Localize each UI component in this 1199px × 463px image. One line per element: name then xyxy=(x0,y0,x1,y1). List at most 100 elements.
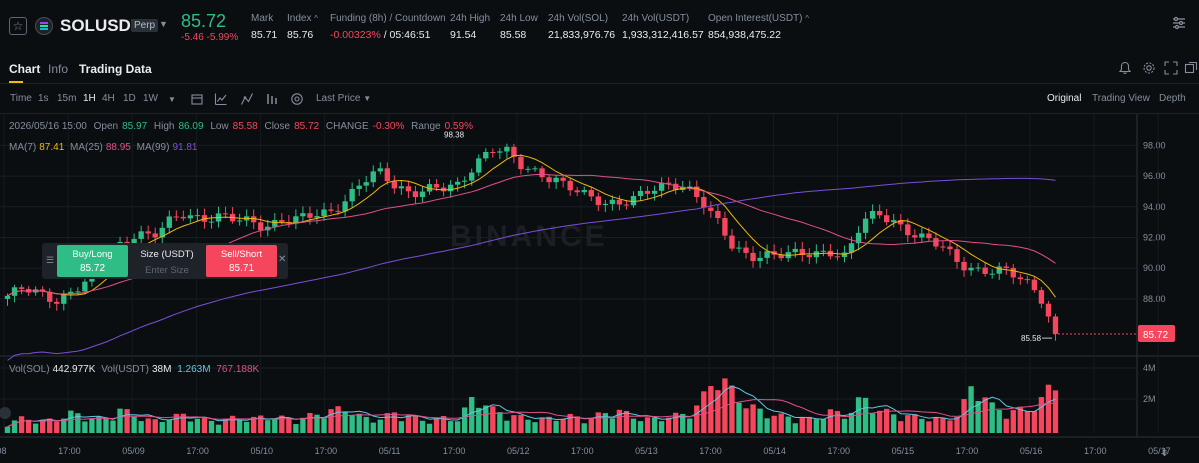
sell-short-button[interactable]: Sell/Short 85.71 xyxy=(206,245,277,277)
candle-body xyxy=(715,210,721,219)
volume-bar xyxy=(736,402,742,433)
time-tick-label: 17:00 xyxy=(956,446,979,456)
ohlc-low: 85.58 xyxy=(232,121,258,132)
candle-body xyxy=(975,267,981,269)
candle-body xyxy=(792,248,798,253)
tab-chart[interactable]: Chart xyxy=(9,62,41,76)
price-source-select[interactable]: Last Price ▼ xyxy=(316,93,371,104)
view-depth[interactable]: Depth xyxy=(1159,93,1186,104)
volume-bar xyxy=(25,419,32,433)
volume-bar xyxy=(504,420,510,433)
ma25-value: 88.95 xyxy=(105,142,131,153)
caret-up-icon: ^ xyxy=(805,14,810,23)
candle-body xyxy=(272,220,278,227)
close-icon[interactable]: ✕ xyxy=(278,254,287,265)
candle-body xyxy=(722,218,728,236)
symbol-name[interactable]: SOLUSDT xyxy=(60,16,142,35)
buy-long-button[interactable]: Buy/Long 85.72 xyxy=(57,245,128,277)
stat-label: Index xyxy=(287,13,312,24)
indicators-menu-icon[interactable] xyxy=(290,92,304,106)
volume-ma-short-line xyxy=(7,385,1056,428)
candle-body xyxy=(743,247,749,253)
volume-bar xyxy=(279,415,285,433)
volume-bar xyxy=(841,418,848,433)
volume-bar xyxy=(1024,411,1031,433)
stat-label: 24h Vol(SOL) xyxy=(548,13,609,24)
volume-bar xyxy=(616,409,623,433)
volume-bar xyxy=(792,423,798,433)
candle-body xyxy=(926,233,932,239)
volume-bar xyxy=(194,418,201,433)
candlestick-chart[interactable]: 98.00 96.00 94.00 92.00 90.00 88.00 4M 2M/08 17:… xyxy=(0,114,1199,463)
current-price-label: 85.72 xyxy=(1143,330,1168,341)
candle-body xyxy=(426,184,433,192)
price-tick-label: 94.00 xyxy=(1143,202,1166,212)
axis-scale-icon: ⇟ xyxy=(1160,446,1169,459)
indicator-line-icon[interactable] xyxy=(214,92,228,106)
candle-body xyxy=(630,196,637,206)
candle-body xyxy=(1031,279,1038,291)
stat-value: 91.54 xyxy=(450,29,477,41)
drawing-tools-icon[interactable] xyxy=(240,92,254,106)
volume-bar xyxy=(912,414,918,433)
interval-15m[interactable]: 15m xyxy=(57,93,77,104)
volume-bar xyxy=(4,426,11,433)
buy-label: Buy/Long xyxy=(72,249,113,260)
interval-4h[interactable]: 4H xyxy=(102,93,115,104)
volume-bar xyxy=(258,415,264,433)
candle-body xyxy=(1003,266,1009,268)
ohlc-change-label: CHANGE xyxy=(325,121,369,132)
interval-1d[interactable]: 1D xyxy=(123,93,136,104)
fullscreen-icon[interactable] xyxy=(1164,61,1178,75)
price-source-label: Last Price xyxy=(316,93,361,104)
alert-bell-icon[interactable] xyxy=(1118,61,1132,75)
interval-1h[interactable]: 1H xyxy=(83,93,96,104)
candle-body xyxy=(595,196,601,206)
view-trading-view[interactable]: Trading View xyxy=(1092,93,1150,104)
interval-1s[interactable]: 1s xyxy=(38,93,49,104)
quick-order-widget: ☰ Buy/Long 85.72 Size (USDT) Sell/Short … xyxy=(42,243,288,279)
symbol-dropdown-caret-icon[interactable]: ▼ xyxy=(159,19,168,29)
candle-body xyxy=(651,190,658,194)
volume-bar xyxy=(602,413,609,433)
more-intervals-caret-icon[interactable]: ▼ xyxy=(168,95,176,104)
stat-24h-vol-sol: 24h Vol(SOL) 21,833,976.76 xyxy=(548,13,615,41)
size-input[interactable] xyxy=(132,265,202,276)
stat-mark: Mark 85.71 xyxy=(251,13,277,41)
ma7-value: 87.41 xyxy=(39,142,65,153)
candle-body xyxy=(862,218,869,233)
popout-window-icon[interactable] xyxy=(1184,61,1198,75)
volume-bar xyxy=(947,420,953,433)
compare-icon[interactable] xyxy=(265,92,279,106)
volume-bar xyxy=(729,385,735,433)
volume-bar xyxy=(961,399,967,433)
drag-handle-icon[interactable]: ☰ xyxy=(46,255,55,265)
interval-1w[interactable]: 1W xyxy=(143,93,158,104)
volume-bar xyxy=(1010,410,1016,433)
volume-bar xyxy=(412,415,419,433)
chart-settings-icon[interactable] xyxy=(1142,61,1156,75)
tab-info[interactable]: Info xyxy=(48,62,69,76)
stat-open-interest[interactable]: Open Interest(USDT) ^ 854,938,475.22 xyxy=(708,13,809,41)
size-field: Size (USDT) xyxy=(128,245,206,277)
candle-body xyxy=(736,247,742,249)
candle-body xyxy=(602,203,609,206)
candle-body xyxy=(989,273,995,275)
candle-body xyxy=(912,235,918,238)
candle-body xyxy=(222,213,229,215)
calendar-icon[interactable] xyxy=(190,92,204,106)
stat-index[interactable]: Index ^ 85.76 xyxy=(287,13,318,41)
settings-icon[interactable] xyxy=(1172,16,1186,30)
candle-body xyxy=(757,257,763,262)
volume-bar xyxy=(855,397,862,433)
favorite-star-icon[interactable]: ☆ xyxy=(9,17,27,35)
volume-bar xyxy=(1038,397,1045,433)
tab-trading-data[interactable]: Trading Data xyxy=(79,62,152,76)
stat-value: 854,938,475.22 xyxy=(708,29,781,41)
candle-body xyxy=(806,254,812,258)
volume-bar xyxy=(848,412,855,433)
candle-body xyxy=(919,233,925,238)
interval-time[interactable]: Time xyxy=(10,93,32,104)
view-original[interactable]: Original xyxy=(1047,93,1082,104)
volume-bar xyxy=(476,407,482,433)
